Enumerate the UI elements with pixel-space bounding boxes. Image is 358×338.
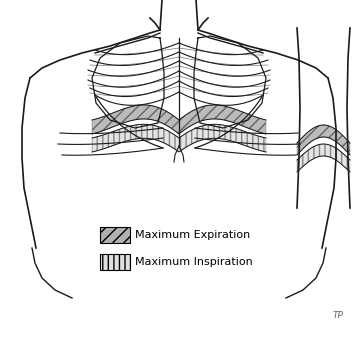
Text: Maximum Inspiration: Maximum Inspiration	[135, 257, 253, 267]
Text: Maximum Expiration: Maximum Expiration	[135, 230, 250, 240]
Bar	[100, 254, 130, 270]
Text: TP: TP	[333, 312, 343, 320]
Bar	[100, 227, 130, 243]
